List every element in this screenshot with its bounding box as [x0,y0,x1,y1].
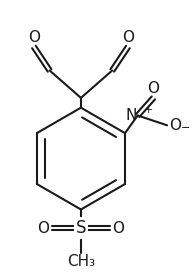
Text: O: O [112,221,124,236]
Text: +: + [144,105,153,115]
Text: CH₃: CH₃ [67,255,95,270]
Text: O: O [38,221,50,236]
Text: S: S [76,219,86,237]
Text: N: N [125,108,137,123]
Text: −: − [181,123,190,133]
Text: O: O [122,30,134,45]
Text: O: O [147,81,159,96]
Text: O: O [28,30,40,45]
Text: O: O [169,118,181,133]
